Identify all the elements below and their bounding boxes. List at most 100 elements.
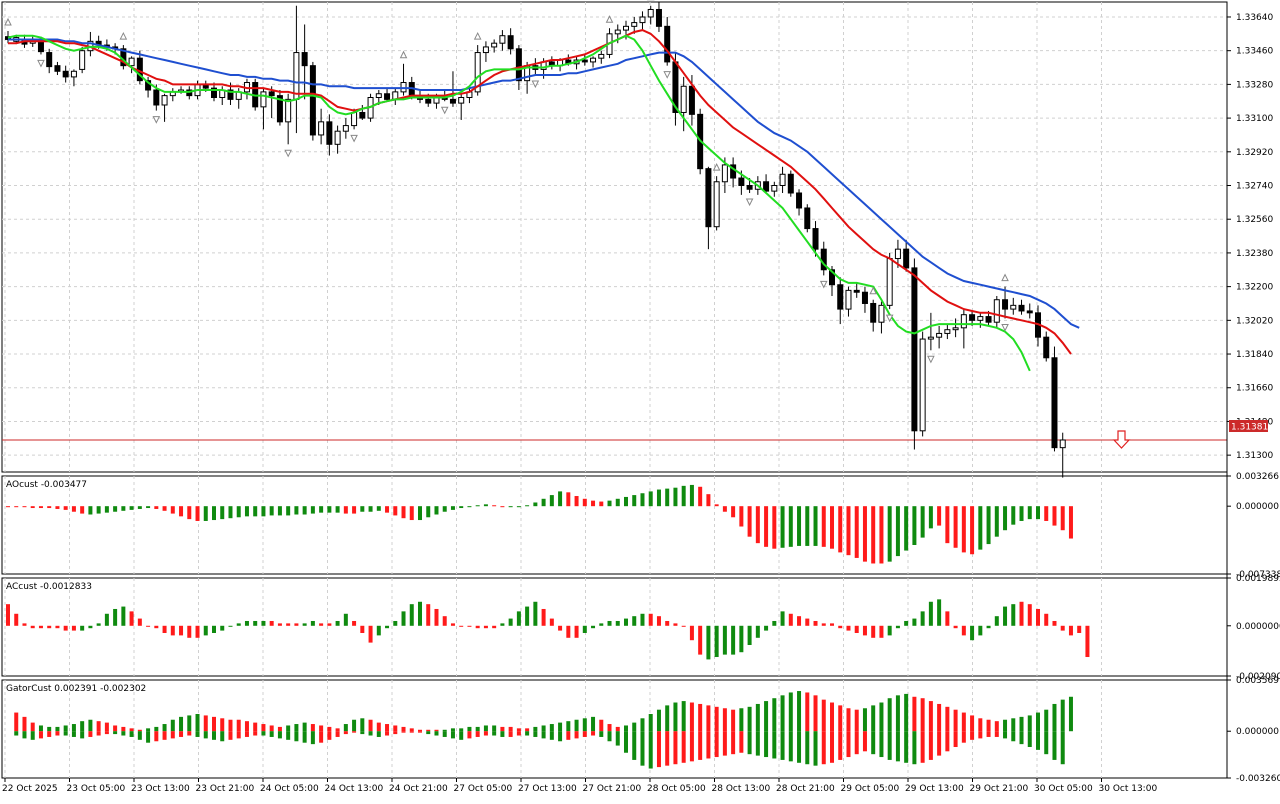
candle[interactable] xyxy=(598,50,605,64)
candle[interactable] xyxy=(960,309,967,349)
ac-bar xyxy=(195,625,200,638)
candle[interactable] xyxy=(70,69,77,87)
candle[interactable] xyxy=(886,252,893,310)
ac-bar xyxy=(1077,625,1082,633)
price-tick-label: 1.33100 xyxy=(1236,114,1273,124)
ao-bar xyxy=(459,506,464,509)
ao-bar xyxy=(38,506,43,509)
candle[interactable] xyxy=(647,5,654,25)
candle[interactable] xyxy=(161,93,168,122)
candle[interactable] xyxy=(1002,286,1009,319)
gator-lower-bar xyxy=(327,731,332,740)
candle[interactable] xyxy=(845,286,852,317)
candle[interactable] xyxy=(664,16,671,66)
ao-bar xyxy=(599,501,604,507)
ac-scale-tick-label: 0.0000000 xyxy=(1236,622,1280,632)
time-tick-label: 29 Oct 05:00 xyxy=(841,784,900,794)
candle[interactable] xyxy=(977,312,984,328)
ac-bar xyxy=(450,623,455,626)
ac-bar xyxy=(805,618,810,626)
ac-bar xyxy=(994,616,999,626)
candle[interactable] xyxy=(491,39,498,53)
candle[interactable] xyxy=(936,325,943,349)
candle[interactable] xyxy=(301,24,308,100)
candle[interactable] xyxy=(763,174,770,193)
candle[interactable] xyxy=(268,86,275,119)
candle[interactable] xyxy=(771,181,778,197)
candle[interactable] xyxy=(779,166,786,193)
candle[interactable] xyxy=(796,189,803,216)
candle[interactable] xyxy=(1059,432,1066,478)
candle-body-bull xyxy=(936,332,943,338)
candle[interactable] xyxy=(54,61,61,76)
price-pane[interactable] xyxy=(2,0,1227,478)
gator-upper-bar xyxy=(731,709,736,732)
candle[interactable] xyxy=(853,282,860,298)
candle[interactable] xyxy=(911,258,918,450)
candle[interactable] xyxy=(211,82,217,102)
candle[interactable] xyxy=(787,170,794,197)
candle[interactable] xyxy=(384,88,391,102)
candle[interactable] xyxy=(318,108,325,145)
candle[interactable] xyxy=(927,312,934,351)
candle[interactable] xyxy=(482,41,489,62)
candle[interactable] xyxy=(581,54,588,66)
gator-pane[interactable] xyxy=(14,691,1073,769)
candle[interactable] xyxy=(342,118,349,139)
gator-upper-bar xyxy=(195,713,200,732)
candle[interactable] xyxy=(128,56,135,74)
candle[interactable] xyxy=(276,90,283,126)
candle[interactable] xyxy=(870,299,877,332)
candle[interactable] xyxy=(79,46,86,74)
candle-body-bear xyxy=(804,207,811,230)
gator-lower-bar xyxy=(187,731,192,736)
candle[interactable] xyxy=(837,277,844,325)
candle[interactable] xyxy=(804,204,811,233)
gator-upper-bar xyxy=(409,728,414,732)
candle[interactable] xyxy=(1043,331,1050,362)
candle[interactable] xyxy=(812,221,819,257)
ao-pane[interactable] xyxy=(6,484,1073,564)
candle[interactable] xyxy=(46,48,53,74)
time-scale[interactable]: 22 Oct 2025 23 Oct 05:00 23 Oct 13:00 23 Oc… xyxy=(2,778,1157,794)
candle[interactable] xyxy=(655,2,662,32)
candle[interactable] xyxy=(680,76,687,132)
candle[interactable] xyxy=(993,295,1000,328)
candle[interactable] xyxy=(878,301,885,334)
ao-bar xyxy=(360,506,365,512)
candle[interactable] xyxy=(590,56,597,68)
candle[interactable] xyxy=(1010,297,1017,315)
candle-body-bear xyxy=(515,48,522,82)
ao-bar xyxy=(706,494,711,507)
gator-lower-bar xyxy=(624,731,628,753)
gator-upper-bar xyxy=(212,716,216,732)
candle[interactable] xyxy=(861,286,868,313)
candle[interactable] xyxy=(713,176,720,231)
candle[interactable] xyxy=(952,318,959,338)
ao-bar xyxy=(327,506,332,513)
ao-bar xyxy=(1019,506,1024,521)
candle[interactable] xyxy=(705,166,712,250)
price-scale[interactable]: 1.33640 1.33460 1.33280 1.33100 1.32920 1.327… xyxy=(1226,2,1280,784)
gator-lower-bar xyxy=(179,731,184,737)
candle[interactable] xyxy=(309,61,316,141)
gator-upper-bar xyxy=(698,703,703,732)
candle[interactable] xyxy=(1026,303,1033,319)
candle[interactable] xyxy=(919,331,926,437)
candle[interactable] xyxy=(458,93,465,120)
candle[interactable] xyxy=(334,125,341,154)
candle[interactable] xyxy=(944,324,951,340)
candle[interactable] xyxy=(326,114,333,156)
candle[interactable] xyxy=(359,104,366,120)
candle[interactable] xyxy=(62,65,69,83)
candle[interactable] xyxy=(499,30,506,51)
candle[interactable] xyxy=(639,11,646,31)
candle[interactable] xyxy=(507,28,514,55)
ao-bar xyxy=(607,500,612,507)
ac-pane[interactable] xyxy=(6,599,1090,660)
candle[interactable] xyxy=(1051,346,1058,452)
candle[interactable] xyxy=(903,239,910,272)
candle[interactable] xyxy=(1018,299,1025,315)
